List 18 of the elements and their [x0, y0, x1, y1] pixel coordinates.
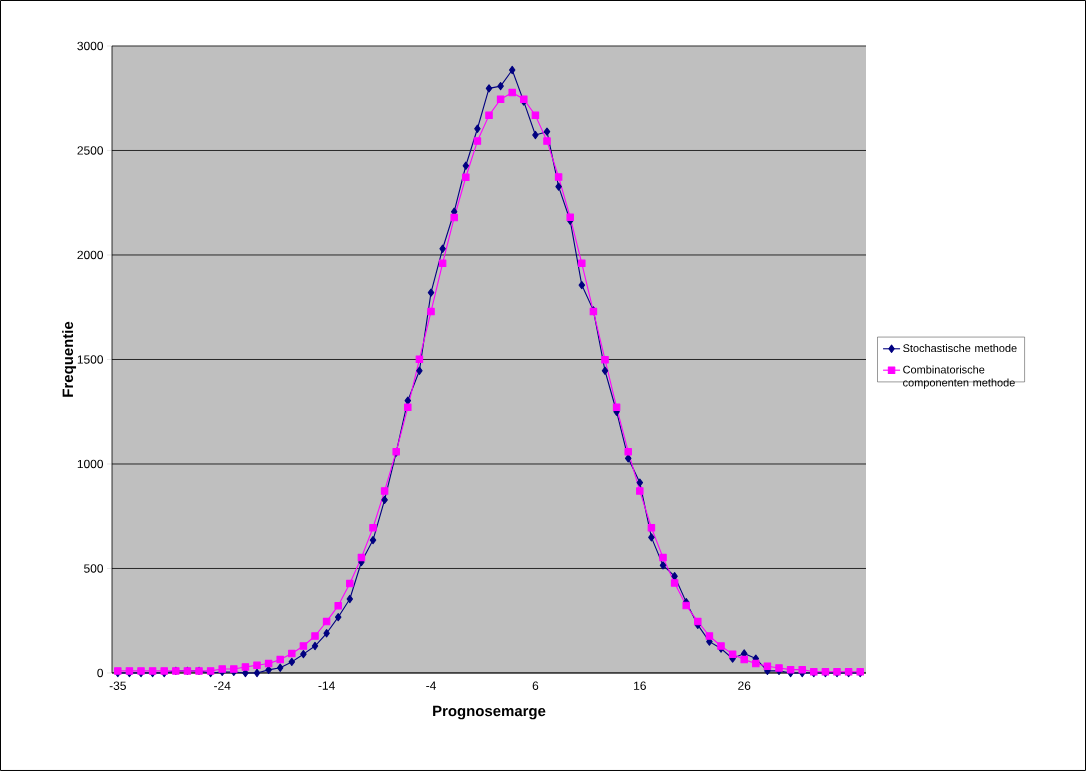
y-axis-title: Frequentie	[62, 321, 77, 397]
y-tick-label: 1000	[77, 459, 104, 469]
y-tick-label: 0	[97, 668, 104, 678]
y-tick-label: 1500	[77, 355, 104, 364]
x-tick-label: 26	[738, 681, 751, 690]
x-tick-label: -14	[318, 681, 335, 690]
x-tick-label: 6	[532, 681, 539, 690]
legend-label: Combinatorische componenten methode	[903, 365, 1015, 389]
y-tick-label: 2500	[77, 146, 104, 155]
y-tick-label: 500	[84, 564, 104, 573]
y-tick-label: 2000	[77, 250, 104, 260]
x-tick-label: -4	[426, 681, 436, 690]
legend-label: Stochastische methode	[903, 344, 1017, 353]
x-axis-title: Prognosemarge	[433, 705, 546, 720]
y-tick-label: 3000	[77, 41, 104, 51]
x-tick-label: -35	[109, 681, 126, 690]
x-tick-label: 16	[634, 681, 646, 690]
x-tick-label: -24	[214, 681, 231, 690]
